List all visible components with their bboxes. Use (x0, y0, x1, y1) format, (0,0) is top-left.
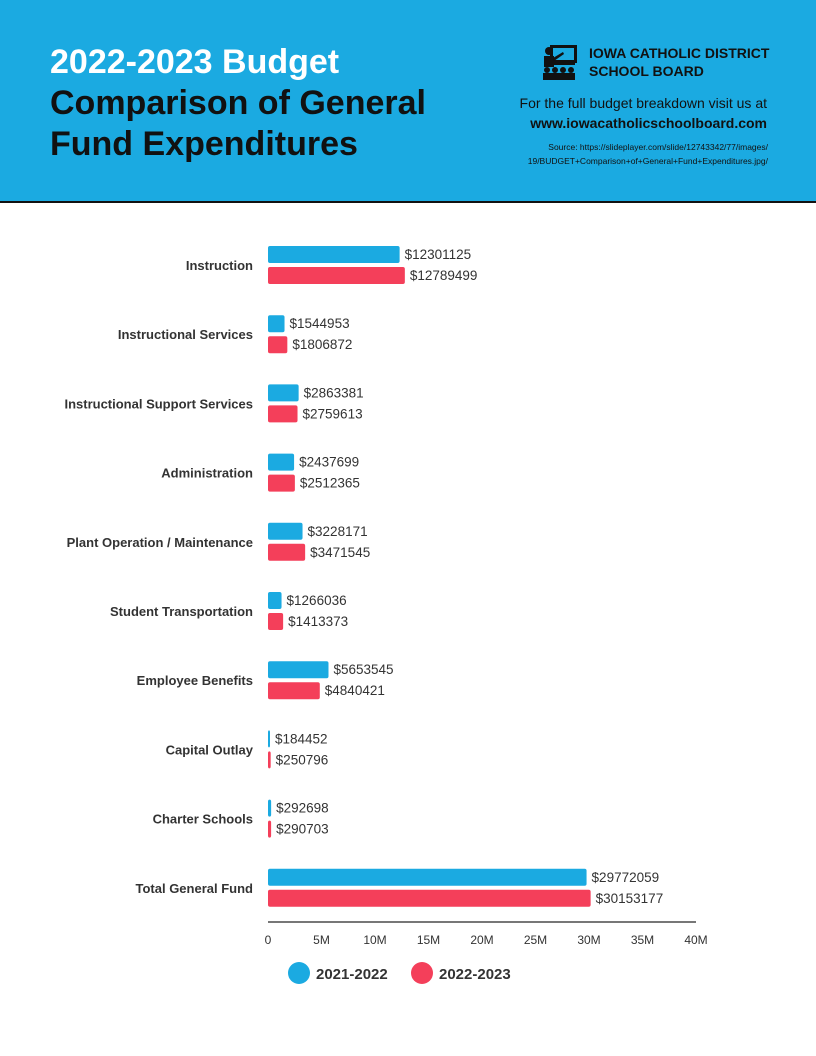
bar-2021-2022 (268, 315, 285, 333)
category-label: Instructional Services (118, 327, 253, 342)
category-label: Total General Fund (136, 881, 254, 896)
visit-text: For the full budget breakdown visit us a… (519, 95, 767, 111)
source-line-2: 19/BUDGET+Comparison+of+General+Fund+Exp… (527, 156, 768, 166)
header-banner: 2022-2023 Budget Comparison of General F… (0, 0, 816, 203)
bar-value-label: $4840421 (325, 683, 385, 698)
legend-swatch-2021-2022 (288, 962, 310, 984)
bar-value-label: $30153177 (596, 891, 664, 906)
bar-2022-2023 (268, 267, 405, 284)
x-tick-label: 35M (631, 933, 654, 947)
website-link[interactable]: www.iowacatholicschoolboard.com (530, 115, 767, 131)
bar-value-label: $1544953 (290, 316, 350, 331)
bar-value-label: $292698 (276, 801, 329, 816)
bar-2022-2023 (268, 336, 288, 354)
category-label: Employee Benefits (137, 673, 253, 688)
x-tick-label: 5M (313, 933, 330, 947)
bar-value-label: $5653545 (333, 662, 393, 677)
x-tick-label: 40M (684, 933, 707, 947)
bar-value-label: $2863381 (304, 385, 364, 400)
bar-2022-2023 (268, 405, 298, 423)
x-tick-label: 20M (470, 933, 493, 947)
title-line-3: Fund Expenditures (50, 125, 358, 163)
bar-2022-2023 (268, 613, 284, 630)
org-name-line-1: IOWA CATHOLIC DISTRICT (589, 45, 770, 61)
x-tick-label: 30M (577, 933, 600, 947)
category-label: Instruction (186, 258, 253, 273)
bar-value-label: $250796 (276, 752, 329, 767)
bar-value-label: $2759613 (303, 406, 363, 421)
bar-value-label: $29772059 (592, 870, 660, 885)
bar-value-label: $12301125 (405, 247, 472, 262)
bar-2021-2022 (268, 868, 587, 886)
org-name-line-2: SCHOOL BOARD (589, 63, 704, 79)
bar-2021-2022 (268, 246, 400, 263)
category-label: Charter Schools (153, 812, 253, 827)
organization: IOWA CATHOLIC DISTRICT SCHOOL BOARD (541, 43, 769, 81)
bar-value-label: $290703 (276, 822, 329, 837)
bar-2022-2023 (268, 543, 306, 561)
bar-value-label: $184452 (275, 731, 328, 746)
bar-2021-2022 (268, 592, 282, 609)
bar-value-label: $3228171 (308, 524, 368, 539)
bar-2022-2023 (268, 682, 320, 700)
x-tick-label: 10M (363, 933, 386, 947)
bar-2021-2022 (268, 799, 272, 817)
bar-2022-2023 (268, 474, 295, 492)
bar-value-label: $1266036 (287, 593, 347, 608)
bar-value-label: $2437699 (299, 455, 359, 470)
category-label: Plant Operation / Maintenance (67, 535, 253, 550)
teacher-classroom-icon (543, 45, 577, 80)
x-tick-label: 15M (417, 933, 440, 947)
bar-2021-2022 (268, 730, 270, 748)
category-label: Capital Outlay (166, 742, 254, 757)
bar-value-label: $1806872 (292, 337, 352, 352)
category-label: Student Transportation (110, 604, 253, 619)
bar-value-label: $12789499 (410, 268, 478, 283)
source-line-1: Source: https://slideplayer.com/slide/12… (548, 142, 768, 152)
bar-2021-2022 (268, 522, 303, 540)
x-tick-label: 0 (265, 933, 272, 947)
category-label: Instructional Support Services (64, 396, 253, 411)
page-title: 2022-2023 Budget Comparison of General F… (50, 42, 426, 165)
legend-label: 2021-2022 (316, 966, 388, 983)
bar-2021-2022 (268, 384, 299, 402)
title-line-2: Comparison of General (50, 84, 426, 122)
bar-2022-2023 (268, 889, 591, 907)
source-note: Source: https://slideplayer.com/slide/12… (448, 140, 768, 168)
legend-swatch-2022-2023 (411, 962, 433, 984)
legend-label: 2022-2023 (439, 966, 511, 983)
bar-2021-2022 (268, 453, 295, 471)
bar-2022-2023 (268, 820, 272, 838)
bar-2022-2023 (268, 751, 271, 769)
category-label: Administration (161, 466, 253, 481)
bar-value-label: $1413373 (288, 614, 348, 629)
x-tick-label: 25M (524, 933, 547, 947)
bar-value-label: $2512365 (300, 476, 360, 491)
title-line-1: 2022-2023 Budget (50, 43, 340, 81)
bar-2021-2022 (268, 661, 329, 679)
bar-value-label: $3471545 (310, 545, 370, 560)
